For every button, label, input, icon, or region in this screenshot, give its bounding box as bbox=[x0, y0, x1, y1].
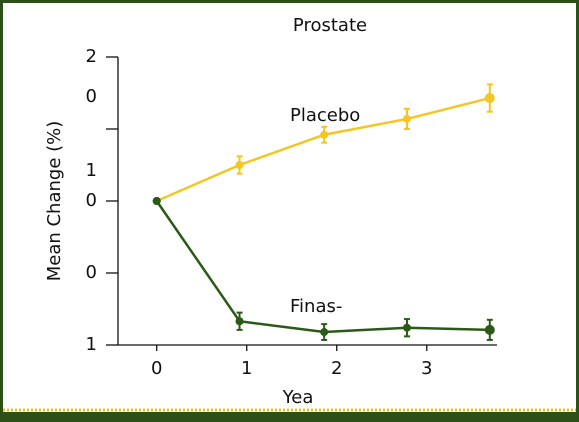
data-point bbox=[484, 93, 495, 104]
x-tick-label: 1 bbox=[241, 358, 252, 379]
data-point bbox=[320, 328, 329, 337]
x-axis-label: Yea bbox=[282, 387, 314, 408]
y-tick-label: 1 bbox=[86, 160, 97, 181]
y-tick-label: 0 bbox=[86, 262, 97, 283]
y-tick-label: 1 bbox=[86, 334, 97, 355]
chart-title: Prostate bbox=[293, 15, 367, 36]
data-point bbox=[235, 161, 244, 169]
legend-label: Placebo bbox=[290, 105, 360, 126]
data-point bbox=[402, 114, 411, 123]
y-axis-label: Mean Change (%) bbox=[44, 121, 65, 282]
data-point bbox=[152, 197, 161, 205]
data-point bbox=[235, 317, 244, 326]
x-tick-label: 0 bbox=[151, 358, 162, 379]
data-point bbox=[320, 130, 329, 139]
x-tick-label: 3 bbox=[421, 358, 432, 379]
data-point bbox=[484, 324, 495, 335]
data-point bbox=[402, 323, 411, 332]
footer-band bbox=[3, 412, 576, 420]
y-tick-label: 0 bbox=[86, 190, 97, 211]
legend-label: Finas- bbox=[290, 296, 342, 317]
annotation: 0 bbox=[86, 86, 97, 107]
x-tick-label: 2 bbox=[331, 358, 342, 379]
y-tick-label: 2 bbox=[86, 46, 97, 67]
